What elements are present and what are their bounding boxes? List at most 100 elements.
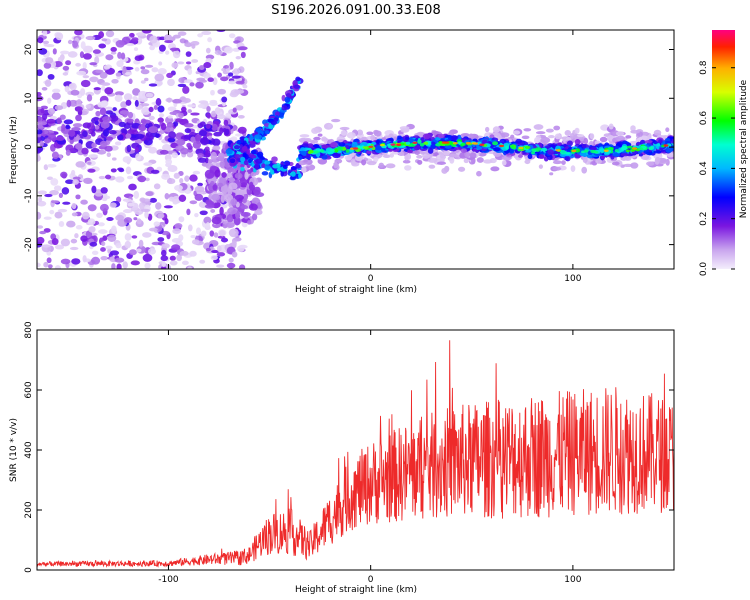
spectrogram-cell xyxy=(125,99,132,106)
spectrogram-cell xyxy=(105,30,115,38)
spectrogram-cell xyxy=(452,142,458,145)
spectrogram-cell xyxy=(114,94,123,102)
colorbar-tick-label: 0.0 xyxy=(699,262,709,277)
spectrogram-cell xyxy=(298,155,303,161)
spectrogram-cell xyxy=(653,129,662,136)
spectrogram-cell xyxy=(177,83,187,88)
spectrogram-cell xyxy=(158,61,163,66)
spectrogram-cell xyxy=(166,178,176,185)
spectrogram-cell xyxy=(187,68,193,75)
spectrogram-cell xyxy=(450,135,458,141)
spectrogram-cell xyxy=(110,51,117,55)
spectrogram-cell xyxy=(98,43,107,49)
spectrogram-cell xyxy=(143,162,153,166)
spectrogram-cell xyxy=(65,60,72,66)
spectrogram-cell xyxy=(68,83,75,89)
spectrogram-cell xyxy=(240,163,245,168)
chart-title: S196.2026.091.00.33.E08 xyxy=(271,3,440,18)
spectrogram-cell xyxy=(37,153,40,162)
spectrogram-cell xyxy=(181,260,189,265)
spectrogram-cell xyxy=(149,35,158,44)
spectrogram-cell xyxy=(41,113,48,121)
spectrogram-cell xyxy=(199,79,208,83)
spectrogram-cell xyxy=(51,238,59,246)
spectrogram-cell xyxy=(111,263,116,269)
spectrogram-cell xyxy=(167,78,175,87)
spectrogram-cell xyxy=(552,160,562,165)
spectrogram-cell xyxy=(109,250,120,256)
spectrogram-cell xyxy=(405,141,411,145)
spectrogram-cell xyxy=(630,129,641,134)
spectrogram-cell xyxy=(145,64,154,68)
spectrogram-cell xyxy=(187,104,196,108)
spectrogram-cell xyxy=(570,165,576,172)
spectrogram-cell xyxy=(117,51,122,59)
spectrogram-cell xyxy=(237,126,247,134)
spectrogram-cell xyxy=(89,62,98,66)
spectrogram-cell xyxy=(246,169,252,174)
spectrogram-cell xyxy=(123,209,130,213)
spectrogram-cell xyxy=(199,64,205,71)
spectrogram-cell xyxy=(37,129,43,135)
spectrogram-cell xyxy=(171,152,179,159)
spectrogram-cell xyxy=(492,141,499,146)
spectrogram-cell xyxy=(656,143,661,147)
spectrogram-cell xyxy=(183,134,191,140)
spectrogram-cell xyxy=(209,230,215,237)
spectrogram-cell xyxy=(220,76,229,82)
spectrogram-cell xyxy=(115,214,125,221)
spectrogram-cell xyxy=(368,145,374,148)
spectrogram-cell xyxy=(138,90,148,99)
spectrogram-cell xyxy=(353,147,359,150)
spectrogram-cell xyxy=(290,171,296,177)
spectrogram-cell xyxy=(579,151,587,157)
spectrogram-cell xyxy=(97,222,105,227)
spectrogram-cell xyxy=(160,266,167,269)
spectrogram-cell xyxy=(105,245,113,250)
spectrogram-cell xyxy=(94,56,100,65)
spectrogram-cell xyxy=(72,176,81,180)
spectrogram-cell xyxy=(147,248,157,255)
spectrogram-cell xyxy=(311,127,319,134)
spectrogram-cell xyxy=(189,174,198,182)
spectrogram-cell xyxy=(122,156,132,163)
spectrogram-cell xyxy=(172,121,179,127)
spectrogram-cell xyxy=(378,162,385,168)
spectrogram-cell xyxy=(306,153,311,159)
spectrogram-cell xyxy=(214,169,221,178)
spectrogram-cell xyxy=(233,145,240,150)
spectrogram-cell xyxy=(85,35,96,41)
spectrogram-cell xyxy=(564,129,572,136)
spectrogram-cell xyxy=(373,129,379,135)
spectrogram-cell xyxy=(122,198,132,202)
spectrogram-cell xyxy=(58,192,64,199)
spectrogram-cell xyxy=(171,244,181,251)
spectrogram-cell xyxy=(351,162,360,167)
spectrogram-cell xyxy=(225,148,233,155)
spectrogram-cell xyxy=(125,133,132,139)
spectrogram-cell xyxy=(239,264,246,269)
spectrogram-cell xyxy=(190,112,200,116)
spectrogram-cell xyxy=(211,216,222,225)
spectrogram-cell xyxy=(122,65,127,74)
spectrogram-cell xyxy=(130,260,140,266)
spectrogram-cell xyxy=(216,264,225,268)
spectrogram-cell xyxy=(72,179,80,185)
spectrogram-cell xyxy=(43,228,51,233)
spectrogram-ytick-label: 20 xyxy=(24,44,34,56)
spectrogram-cell xyxy=(145,191,154,197)
spectrogram-cell xyxy=(240,205,249,210)
spectrogram-cell xyxy=(102,235,108,241)
spectrogram-cell xyxy=(179,177,184,184)
spectrogram-cell xyxy=(387,143,392,147)
spectrogram-cell xyxy=(263,165,271,170)
spectrogram-cell xyxy=(187,266,193,269)
spectrogram-cell xyxy=(105,136,114,141)
spectrogram-cell xyxy=(118,168,125,173)
spectrogram-cell xyxy=(234,172,243,179)
spectrogram-cell xyxy=(71,202,77,210)
spectrogram-cell xyxy=(644,139,653,144)
spectrogram-cell xyxy=(518,146,524,150)
spectrogram-cell xyxy=(141,107,151,115)
spectrogram-cell xyxy=(204,204,215,209)
